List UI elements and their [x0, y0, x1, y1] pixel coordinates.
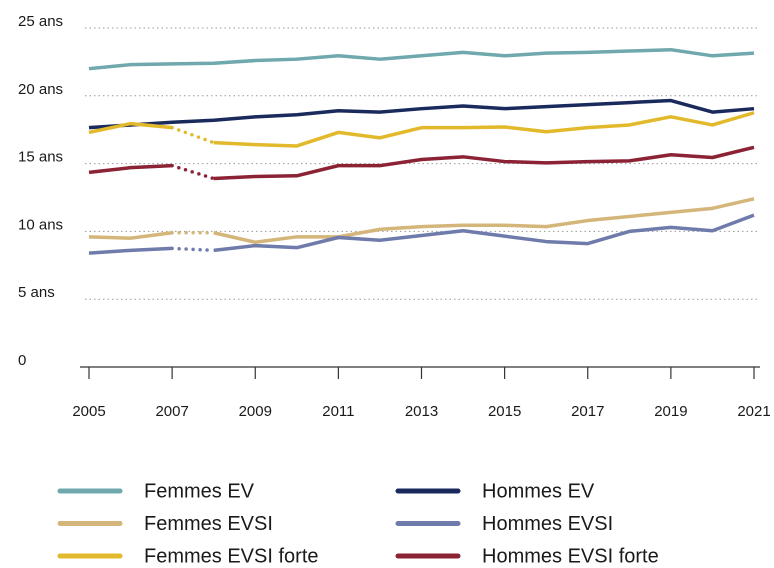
- dotted-link: [170, 125, 216, 145]
- series-line: [88, 98, 755, 130]
- legend-label: Femmes EV: [144, 480, 255, 502]
- y-tick-label: 0: [18, 352, 26, 369]
- legend-label: Femmes EVSI forte: [144, 545, 319, 567]
- series-line: [88, 121, 173, 135]
- x-tick-label: 2019: [654, 403, 687, 420]
- series-line: [213, 197, 755, 244]
- y-tick-label: 25 ans: [18, 13, 63, 30]
- x-tick-label: 2009: [239, 403, 272, 420]
- y-tick-label: 10 ans: [18, 216, 63, 233]
- legend-label: Femmes EVSI: [144, 513, 273, 535]
- x-tick-label: 2005: [72, 403, 105, 420]
- series-line: [88, 231, 173, 240]
- series-line: [213, 145, 755, 181]
- series-line: [88, 163, 173, 175]
- y-tick-label: 20 ans: [18, 81, 63, 98]
- x-tick-label: 2013: [405, 403, 438, 420]
- x-tick-label: 2021: [737, 403, 770, 420]
- x-tick-label: 2007: [155, 403, 188, 420]
- series-line: [213, 111, 755, 148]
- series-line: [213, 213, 755, 253]
- legend-label: Hommes EVSI forte: [482, 545, 659, 567]
- legend-label: Hommes EV: [482, 480, 595, 502]
- x-tick-label: 2017: [571, 403, 604, 420]
- dotted-link: [170, 163, 216, 181]
- x-tick-label: 2011: [322, 403, 354, 420]
- y-tick-label: 5 ans: [18, 284, 55, 301]
- x-tick-label: 2015: [488, 403, 521, 420]
- series-line: [88, 47, 755, 71]
- series-line: [88, 246, 173, 255]
- dotted-link: [170, 246, 216, 253]
- legend-label: Hommes EVSI: [482, 513, 613, 535]
- y-tick-label: 15 ans: [18, 149, 63, 166]
